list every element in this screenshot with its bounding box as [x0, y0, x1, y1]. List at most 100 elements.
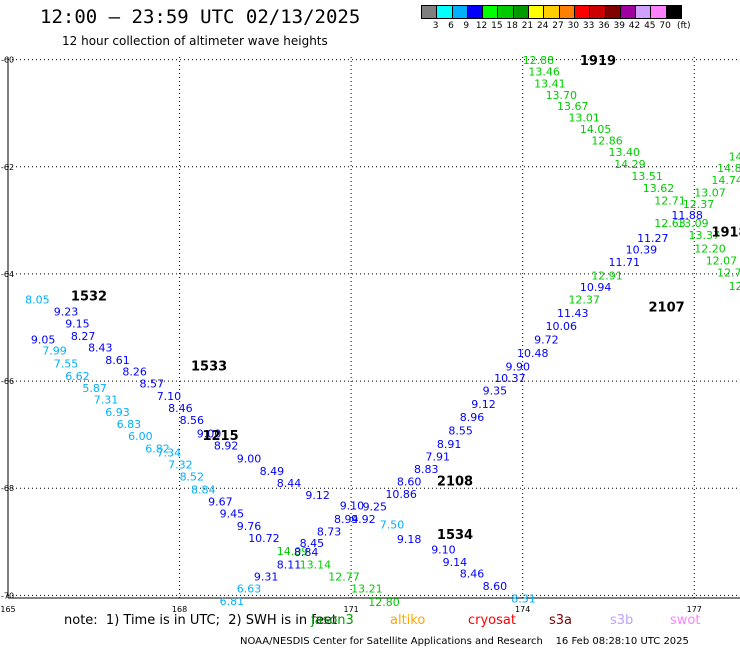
wave-height-value: 14.29	[614, 158, 646, 171]
wave-height-value: 12.80	[368, 596, 400, 609]
wave-height-value: 9.15	[65, 318, 90, 331]
color-scale-label: 18	[506, 21, 518, 31]
chart-subtitle: 12 hour collection of altimeter wave hei…	[62, 34, 328, 48]
wave-height-value: 6.81	[220, 595, 245, 608]
wave-height-value: 12.20	[694, 243, 726, 256]
pass-time-label: 1533	[191, 359, 227, 374]
wave-height-value: 8.60	[397, 476, 422, 489]
color-scale: 3 6 9 12 15 18 21 24 27 30 33 36 39 42 45 70 (ft)	[421, 5, 695, 31]
wave-height-value: 8.27	[71, 330, 96, 343]
wave-height-value: 12.37	[568, 293, 600, 306]
color-swatch	[497, 5, 514, 19]
wave-height-value: 8.57	[140, 377, 165, 390]
footer-note: note: 1) Time is in UTC; 2) SWH is in fe…	[64, 613, 337, 628]
wave-height-value: 9.05	[31, 334, 56, 347]
color-swatch	[421, 5, 438, 19]
wave-height-value: 6.62	[65, 370, 90, 383]
wave-height-value: 11.27	[637, 232, 669, 245]
wave-height-value: 13.40	[608, 146, 640, 159]
wave-height-value: 9.10	[340, 500, 365, 513]
wave-height-value: 8.83	[414, 463, 439, 476]
wave-height-value: 14.09	[277, 545, 309, 558]
wave-height-value: 9.00	[197, 427, 222, 440]
wave-height-value: 8.43	[88, 342, 113, 355]
color-scale-label: 39	[613, 21, 625, 31]
y-tick-label: -68	[1, 484, 14, 493]
wave-height-value: 8.46	[168, 402, 193, 415]
x-tick-label: 165	[0, 605, 15, 614]
color-scale-label: 9	[463, 21, 470, 31]
wave-height-value: 14.05	[580, 123, 612, 136]
color-scale-label: 45	[644, 21, 656, 31]
color-swatch	[665, 5, 683, 19]
wave-height-value: 9.18	[397, 533, 422, 546]
pass-labels: 191921061918210715321533121521081534	[71, 54, 740, 543]
wave-height-value: 12.91	[591, 269, 623, 282]
y-tick-label: -60	[1, 56, 14, 65]
color-scale-label: 24	[537, 21, 549, 31]
wave-height-value: 7.99	[42, 344, 67, 357]
wave-height-value: 8.55	[448, 425, 473, 438]
color-swatch	[573, 5, 591, 19]
satellite-legend-item: s3a	[549, 613, 573, 628]
wave-height-value: 13.46	[528, 66, 560, 79]
wave-height-value: 12.77	[328, 570, 360, 583]
color-swatch	[482, 5, 499, 19]
wave-height-value: 8.52	[180, 471, 205, 484]
wave-height-value: 7.31	[94, 394, 119, 407]
wave-height-value: 13.14	[300, 559, 332, 572]
pass-time-label: 1919	[580, 54, 616, 69]
wave-height-value: 13.41	[534, 78, 566, 91]
wave-height-value: 10.94	[580, 281, 612, 294]
wave-height-value: 8.61	[105, 354, 130, 367]
wave-height-value: 8.84	[191, 484, 216, 497]
page-title: 12:00 – 23:59 UTC 02/13/2025	[40, 6, 361, 28]
wave-height-value: 9.10	[431, 544, 456, 557]
wave-height-value: 8.84	[294, 546, 319, 559]
y-tick-label: -64	[1, 270, 14, 279]
wave-height-value: 9.14	[443, 556, 468, 569]
wave-height-value: 9.00	[237, 452, 262, 465]
wave-height-value: 9.35	[483, 384, 508, 397]
wave-height-value: 8.60	[483, 580, 508, 593]
wave-height-value: 12.75	[717, 267, 740, 280]
wave-height-value: 13.07	[694, 186, 726, 199]
wave-height-value: 7.50	[380, 518, 405, 531]
wave-height-value: 9.90	[506, 360, 531, 373]
wave-height-value: 11.88	[671, 209, 703, 222]
wave-height-value: 14.82	[717, 162, 740, 175]
wave-height-value: 13.62	[643, 182, 675, 195]
color-scale-label: 70	[659, 21, 671, 31]
color-swatch	[558, 5, 575, 19]
color-swatch	[650, 5, 667, 19]
color-swatch	[512, 5, 530, 19]
y-tick-label: -70	[1, 591, 14, 600]
wave-height-value: 10.72	[248, 532, 280, 545]
wave-height-value: 6.93	[105, 406, 130, 419]
wave-height-value: 6.00	[128, 430, 153, 443]
wave-height-value: 8.46	[460, 568, 485, 581]
credit-line: NOAA/NESDIS Center for Satellite Applica…	[240, 636, 689, 647]
wave-height-value: 11.43	[557, 307, 589, 320]
satellite-legend-item: swot	[670, 613, 701, 628]
color-swatch	[451, 5, 468, 19]
wave-height-value: 8.91	[437, 438, 462, 451]
x-tick-label: 174	[515, 605, 530, 614]
wave-height-value: 7.32	[168, 458, 193, 471]
satellite-legend-item: cryosat	[468, 613, 516, 628]
color-scale-label: 36	[598, 21, 610, 31]
satellite-legend-item: altiko	[390, 613, 426, 628]
wave-height-value: 8.92	[214, 440, 239, 453]
wave-height-value: 8.73	[317, 525, 342, 538]
wave-height-value: 6.63	[237, 583, 262, 596]
wave-height-value: 8.94	[334, 513, 359, 526]
wave-height-value: 8.56	[180, 414, 205, 427]
wave-height-value: 8.26	[122, 366, 147, 379]
grid	[7, 57, 740, 599]
wave-height-value: 5.87	[82, 382, 107, 395]
wave-height-value: 12.37	[683, 198, 715, 211]
wave-height-value: 7.91	[425, 450, 450, 463]
color-swatch	[604, 5, 621, 19]
wave-height-value: 9.67	[208, 495, 233, 508]
